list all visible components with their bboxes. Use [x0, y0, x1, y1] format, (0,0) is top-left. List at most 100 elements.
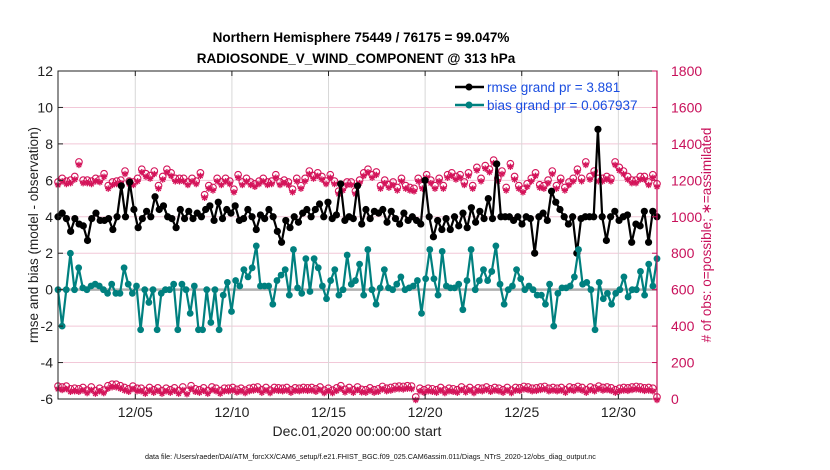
rmse-point — [121, 213, 130, 221]
legend-bias-marker — [465, 101, 473, 109]
obs-assimilated-marker — [373, 171, 380, 179]
obs-star-stroke — [213, 388, 219, 394]
rmse-point — [248, 213, 256, 221]
rmse-point — [151, 193, 159, 201]
rmse-point — [320, 213, 328, 221]
bias-point — [434, 291, 442, 299]
obs-star-stroke — [432, 185, 438, 192]
obs-star-stroke — [574, 169, 581, 175]
x-tick-label: 12/10 — [214, 404, 249, 420]
obs-assimilated-marker — [360, 172, 367, 180]
bias-point — [575, 246, 582, 253]
bias-point — [339, 286, 347, 294]
obs-star-stroke — [184, 391, 190, 397]
bias-point — [215, 326, 223, 334]
obs-assimilated-marker — [105, 185, 112, 192]
obs-star-stroke — [218, 182, 225, 188]
obs-count-markers — [54, 156, 661, 404]
obs-star-stroke — [650, 388, 656, 394]
obs-assimilated-marker — [603, 386, 611, 394]
obs-assimilated-marker — [508, 389, 515, 397]
y2-tick-label: 600 — [671, 282, 695, 298]
bias-point — [496, 280, 504, 288]
obs-assimilated-marker — [155, 185, 162, 192]
rmse-point — [58, 209, 66, 217]
bias-point — [137, 326, 145, 334]
bias-point — [323, 295, 330, 303]
y-tick-label: -6 — [41, 391, 54, 407]
obs-star-stroke — [503, 187, 509, 194]
y2-tick-label: 800 — [671, 245, 695, 261]
bias-point — [418, 309, 425, 317]
obs-assimilated-marker — [193, 180, 200, 188]
obs-assimilated-marker — [381, 179, 388, 187]
rmse-point — [564, 220, 573, 228]
obs-assimilated-marker — [322, 180, 330, 188]
bias-point — [471, 286, 479, 294]
rmse-point — [438, 225, 446, 234]
obs-assimilated-marker — [557, 178, 564, 185]
obs-assimilated-marker — [297, 185, 305, 192]
obs-star-stroke — [350, 389, 357, 396]
obs-star-stroke — [541, 185, 547, 192]
obs-assimilated-marker — [469, 185, 476, 192]
obs-star-stroke — [583, 162, 589, 168]
obs-assimilated-marker — [100, 389, 107, 397]
bias-point — [343, 251, 351, 259]
obs-star-stroke — [84, 390, 90, 396]
obs-star-stroke — [238, 388, 244, 394]
obs-assimilated-marker — [88, 180, 95, 188]
bias-point — [141, 286, 149, 294]
obs-assimilated-marker — [375, 388, 382, 395]
obs-star-stroke — [101, 390, 107, 396]
rmse-point — [311, 205, 319, 214]
legend-rmse-label: rmse grand pr = 3.881 — [487, 80, 620, 95]
rmse-point — [391, 215, 400, 223]
rmse-point — [446, 225, 454, 234]
obs-assimilated-marker — [197, 172, 204, 180]
obs-assimilated-marker — [348, 181, 355, 189]
obs-star-stroke — [553, 185, 560, 192]
rmse-point — [303, 205, 311, 214]
obs-star-stroke — [139, 169, 145, 175]
bias-point — [492, 242, 500, 250]
obs-star-stroke — [168, 173, 174, 179]
bias-point — [310, 255, 318, 263]
obs-assimilated-marker — [310, 175, 317, 182]
rmse-point — [611, 207, 619, 215]
obs-star-stroke — [302, 178, 308, 185]
obs-assimilated-marker — [435, 178, 443, 185]
rmse-point — [556, 205, 564, 214]
x-tick-label: 12/05 — [118, 404, 153, 420]
rmse-point — [459, 209, 467, 217]
obs-assimilated-marker — [477, 178, 485, 185]
bias-point — [459, 306, 467, 314]
rmse-point — [518, 220, 526, 228]
obs-star-stroke — [562, 187, 568, 194]
obs-star-stroke — [604, 387, 610, 393]
obs-star-stroke — [122, 171, 128, 177]
rmse-point — [244, 205, 252, 214]
obs-star-stroke — [499, 171, 505, 177]
rmse-point — [539, 209, 547, 217]
chart-subtitle: RADIOSONDE_V_WIND_COMPONENT @ 313 hPa — [197, 51, 516, 66]
rmse-point — [273, 227, 281, 235]
obs-star-stroke — [76, 162, 82, 168]
rmse-point — [138, 215, 146, 223]
bias-point — [414, 277, 421, 284]
y-tick-label: -4 — [41, 355, 54, 371]
obs-star-stroke — [209, 387, 215, 393]
rmse-point — [88, 215, 96, 223]
x-axis-label: Dec.01,2020 00:00:00 start — [273, 423, 442, 439]
obs-star-stroke — [402, 185, 409, 192]
bias-series-line — [56, 244, 659, 331]
rmse-point — [142, 207, 151, 215]
bias-point — [327, 277, 335, 284]
rmse-point — [640, 207, 648, 215]
obs-assimilated-marker — [632, 179, 640, 187]
rmse-point — [307, 213, 315, 221]
y2-axis-label: # of obs: o=possible; ∗=assimilated — [699, 128, 714, 343]
obs-assimilated-marker — [523, 183, 531, 190]
bias-point — [608, 300, 615, 308]
obs-assimilated-marker — [108, 384, 116, 391]
